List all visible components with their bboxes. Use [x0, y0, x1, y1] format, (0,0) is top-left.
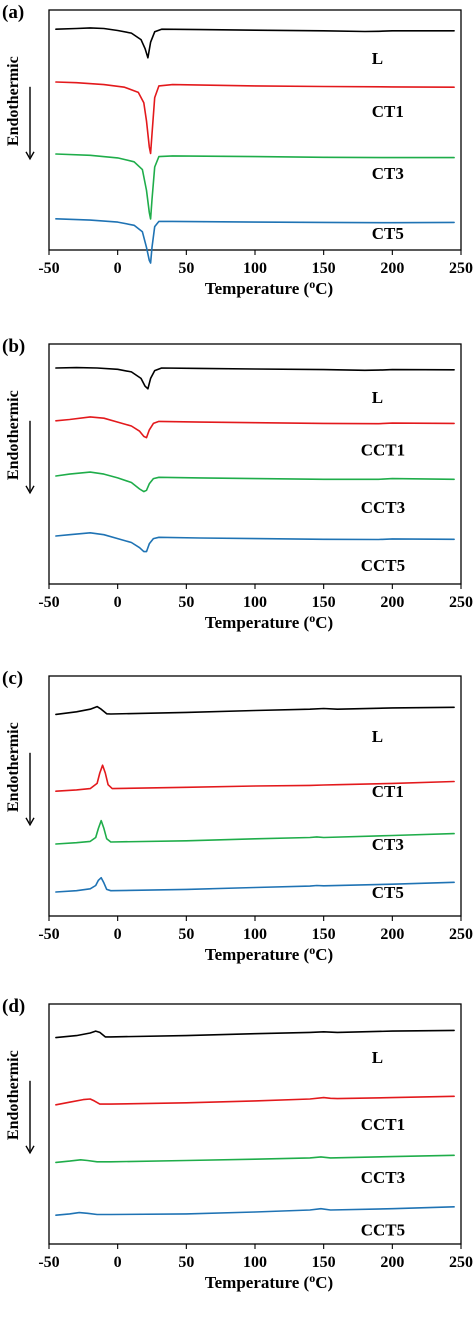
series-line-cct1 [55, 416, 455, 439]
series-line-ct1 [55, 764, 455, 792]
x-tick-label: -50 [38, 1254, 59, 1271]
series-label-ct5: CT5 [372, 883, 404, 902]
endothermic-arrow-icon [25, 86, 35, 161]
endothermic-arrow-icon [25, 752, 35, 827]
series-line-l [55, 366, 455, 390]
x-tick-label: 0 [114, 594, 122, 611]
x-axis-title: Temperature (oC) [205, 611, 333, 632]
x-tick-label: 150 [312, 1254, 336, 1271]
endothermic-arrow-icon [25, 420, 35, 495]
series-line-cct1 [55, 1095, 455, 1106]
series-label-l: L [372, 727, 383, 746]
series-line-l [55, 1029, 455, 1039]
series-label-ct5: CT5 [372, 224, 404, 243]
x-tick-label: 100 [243, 1254, 267, 1271]
panel-label: (d) [2, 996, 25, 1017]
series-label-cct3: CCT3 [361, 498, 405, 517]
series-label-l: L [372, 49, 383, 68]
series-label-ct3: CT3 [372, 835, 404, 854]
endothermic-arrow-icon [25, 1080, 35, 1155]
y-axis-label: Endothermic [5, 56, 22, 146]
x-tick-label: 150 [312, 926, 336, 943]
panel-label: (c) [2, 668, 23, 689]
x-axis-title: Temperature (oC) [205, 1271, 333, 1292]
x-tick-label: 0 [114, 926, 122, 943]
x-tick-label: 250 [449, 1254, 473, 1271]
y-axis-label: Endothermic [5, 722, 22, 812]
x-tick-label: 50 [178, 594, 194, 611]
series-line-ct5 [55, 876, 455, 893]
x-tick-label: 50 [178, 260, 194, 277]
panel-label: (b) [2, 336, 25, 357]
series-line-cct5 [55, 1206, 455, 1216]
y-axis-label: Endothermic [5, 390, 22, 480]
series-label-cct5: CCT5 [361, 1221, 405, 1240]
x-tick-label: 150 [312, 594, 336, 611]
x-tick-label: 200 [380, 260, 404, 277]
x-tick-label: 150 [312, 260, 336, 277]
series-label-cct1: CCT1 [361, 1115, 405, 1134]
series-label-ct3: CT3 [372, 164, 404, 183]
x-tick-label: 0 [114, 260, 122, 277]
x-tick-label: 250 [449, 926, 473, 943]
plot-frame [48, 9, 462, 251]
panel-label: (a) [2, 2, 24, 23]
series-label-l: L [372, 388, 383, 407]
x-tick-label: -50 [38, 260, 59, 277]
x-tick-label: 100 [243, 926, 267, 943]
plot-frame [48, 343, 462, 585]
x-tick-label: 200 [380, 594, 404, 611]
chart-panel-d: (d) Endothermic -50 0 50 100 150 200 250 Temperat… [2, 996, 473, 1292]
x-tick-label: 250 [449, 594, 473, 611]
series-label-cct1: CCT1 [361, 441, 405, 460]
chart-panel-a: (a) Endothermic -50 0 50 100 150 200 250 Temperat… [2, 2, 473, 298]
x-tick-label: 200 [380, 926, 404, 943]
series-line-ct3 [55, 153, 455, 220]
series-line-cct3 [55, 471, 455, 493]
x-tick-label: -50 [38, 594, 59, 611]
series-label-cct3: CCT3 [361, 1168, 405, 1187]
chart-panel-c: (c) Endothermic -50 0 50 100 150 200 250 Temperat… [2, 668, 473, 964]
series-line-ct1 [55, 81, 455, 155]
series-line-l [55, 27, 455, 59]
x-tick-label: 50 [178, 926, 194, 943]
series-label-cct5: CCT5 [361, 556, 405, 575]
x-tick-label: 50 [178, 1254, 194, 1271]
x-tick-label: -50 [38, 926, 59, 943]
series-label-ct1: CT1 [372, 102, 404, 121]
x-tick-label: 100 [243, 260, 267, 277]
x-axis-title: Temperature (oC) [205, 277, 333, 298]
x-tick-label: 100 [243, 594, 267, 611]
series-line-l [55, 705, 455, 716]
x-tick-label: 0 [114, 1254, 122, 1271]
x-tick-label: 250 [449, 260, 473, 277]
series-label-ct1: CT1 [372, 782, 404, 801]
x-axis-title: Temperature (oC) [205, 943, 333, 964]
series-line-ct3 [55, 819, 455, 845]
series-line-cct3 [55, 1154, 455, 1164]
series-line-cct5 [55, 532, 455, 553]
series-label-l: L [372, 1048, 383, 1067]
series-line-ct5 [55, 218, 455, 264]
x-tick-label: 200 [380, 1254, 404, 1271]
chart-panel-b: (b) Endothermic -50 0 50 100 150 200 250 Temperat… [2, 336, 473, 632]
y-axis-label: Endothermic [5, 1050, 22, 1140]
